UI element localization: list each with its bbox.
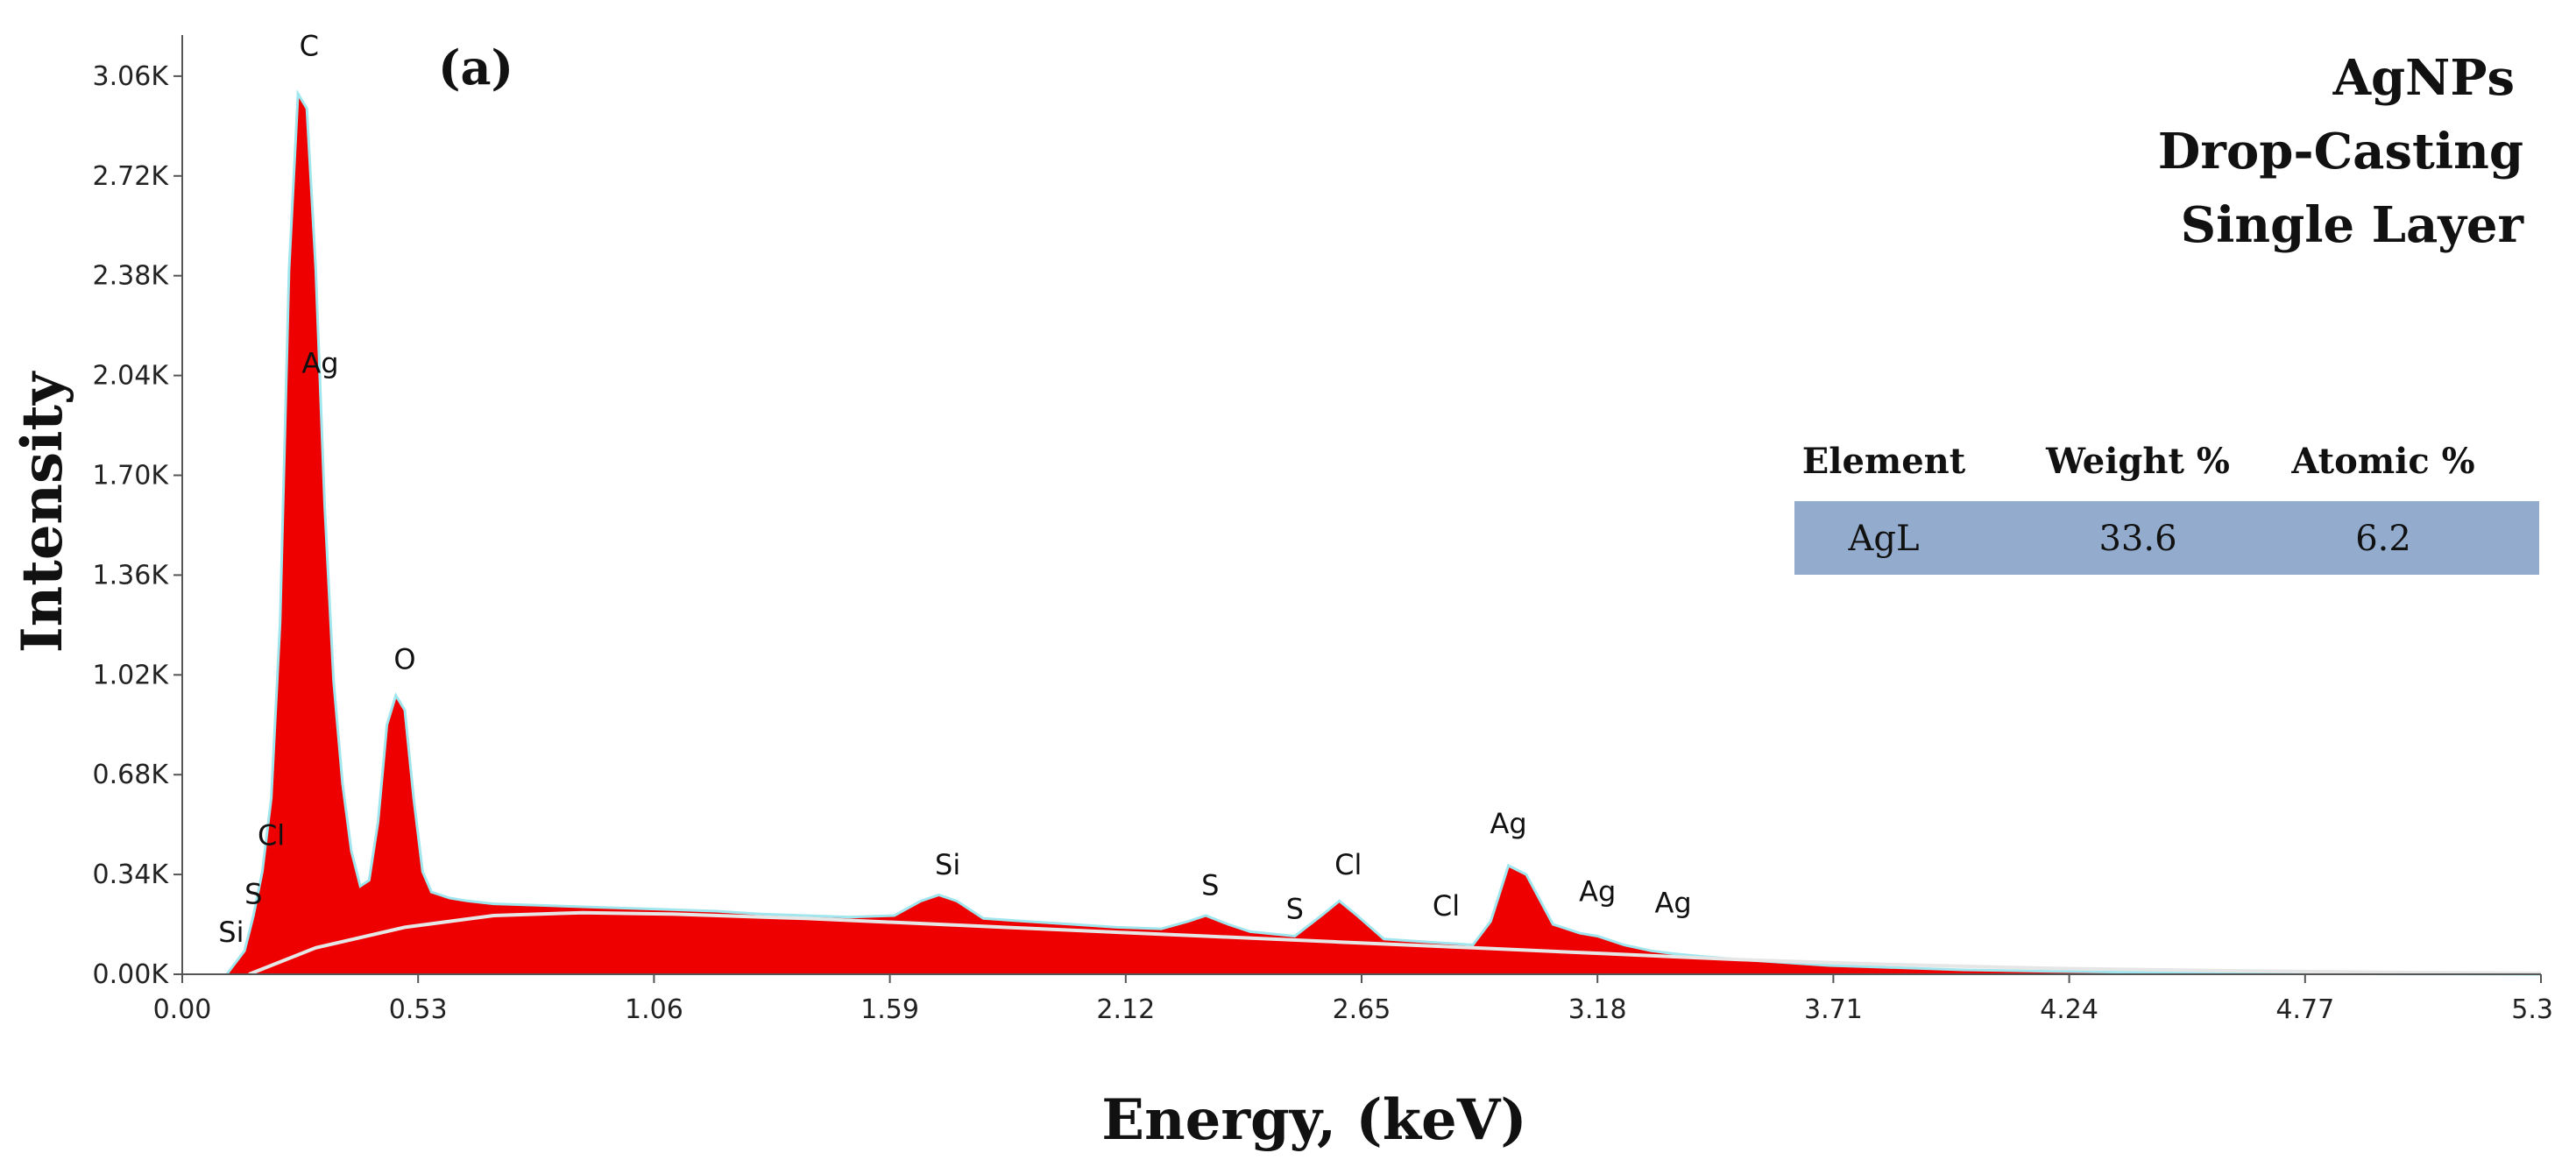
peak-label-cl: Cl bbox=[258, 819, 285, 852]
table-cell-atomic: 6.2 bbox=[2355, 519, 2411, 559]
y-tick-label: 2.38K bbox=[93, 261, 170, 292]
table-cell-element: AgL bbox=[1847, 519, 1919, 559]
y-tick-label: 1.02K bbox=[93, 660, 170, 690]
x-tick-label: 1.06 bbox=[625, 994, 683, 1025]
y-tick-label: 0.00K bbox=[93, 959, 170, 990]
peak-label-ag: Ag bbox=[1579, 874, 1616, 908]
x-axis-title: Energy, (keV) bbox=[1101, 1087, 1526, 1153]
peak-label-ag: Ag bbox=[301, 346, 338, 379]
peak-label-ag: Ag bbox=[1654, 887, 1691, 920]
table-header-atomic: Atomic % bbox=[2290, 441, 2474, 482]
x-tick-label: 5.3 bbox=[2511, 994, 2553, 1025]
peak-label-s: S bbox=[1201, 869, 1219, 902]
x-tick-label: 4.24 bbox=[2040, 994, 2098, 1025]
peak-label-c: C bbox=[300, 29, 319, 62]
y-tick-label: 1.36K bbox=[93, 560, 170, 591]
x-ticks: 0.00 0.53 1.06 1.59 2.12 2.65 3.18 3.71 4.24 4.77… bbox=[153, 974, 2553, 1025]
x-tick-label: 3.18 bbox=[1568, 994, 1627, 1025]
x-tick-label: 3.71 bbox=[1804, 994, 1863, 1025]
plot-area bbox=[225, 89, 2542, 976]
x-tick-label: 0.00 bbox=[153, 994, 212, 1025]
peak-label-s: S bbox=[1286, 892, 1304, 925]
peak-label-cl: Cl bbox=[1433, 889, 1460, 923]
y-tick-label: 0.34K bbox=[93, 859, 170, 890]
x-tick-label: 2.12 bbox=[1096, 994, 1155, 1025]
y-tick-label: 1.70K bbox=[93, 461, 170, 492]
table-header-element: Element bbox=[1802, 441, 1966, 482]
table-row-background bbox=[1794, 501, 2539, 575]
y-tick-label: 2.04K bbox=[93, 361, 170, 392]
y-ticks: 0.00K 0.34K 0.68K 1.02K 1.36K 1.70K 2.04K 2.38K… bbox=[93, 61, 182, 990]
sample-title-line-1: AgNPs bbox=[2332, 49, 2515, 107]
y-tick-label: 3.06K bbox=[93, 61, 170, 92]
sample-title-line-2: Drop-Casting bbox=[2158, 123, 2523, 180]
peak-label-ag: Ag bbox=[1490, 807, 1527, 840]
sample-title-line-3: Single Layer bbox=[2181, 196, 2525, 254]
peak-label-o: O bbox=[393, 643, 415, 676]
y-tick-label: 2.72K bbox=[93, 161, 170, 192]
y-axis-title: Intensity bbox=[10, 371, 75, 653]
peak-label-cl: Cl bbox=[1334, 848, 1362, 881]
x-tick-label: 1.59 bbox=[860, 994, 919, 1025]
peak-label-s: S bbox=[244, 878, 262, 911]
x-tick-label: 0.53 bbox=[389, 994, 448, 1025]
composition-table: Element Weight % Atomic % AgL 33.6 6.2 bbox=[1794, 441, 2539, 575]
background-fit-line bbox=[248, 910, 2542, 976]
panel-label: (a) bbox=[438, 39, 513, 95]
x-tick-label: 2.65 bbox=[1333, 994, 1391, 1025]
table-cell-weight: 33.6 bbox=[2098, 519, 2176, 559]
peak-label-si: Si bbox=[935, 848, 960, 881]
y-tick-label: 0.68K bbox=[93, 760, 170, 790]
x-tick-label: 4.77 bbox=[2275, 994, 2334, 1025]
table-header-weight: Weight % bbox=[2045, 441, 2230, 482]
fit-line-series bbox=[225, 89, 2542, 976]
peak-label-si: Si bbox=[218, 916, 244, 949]
